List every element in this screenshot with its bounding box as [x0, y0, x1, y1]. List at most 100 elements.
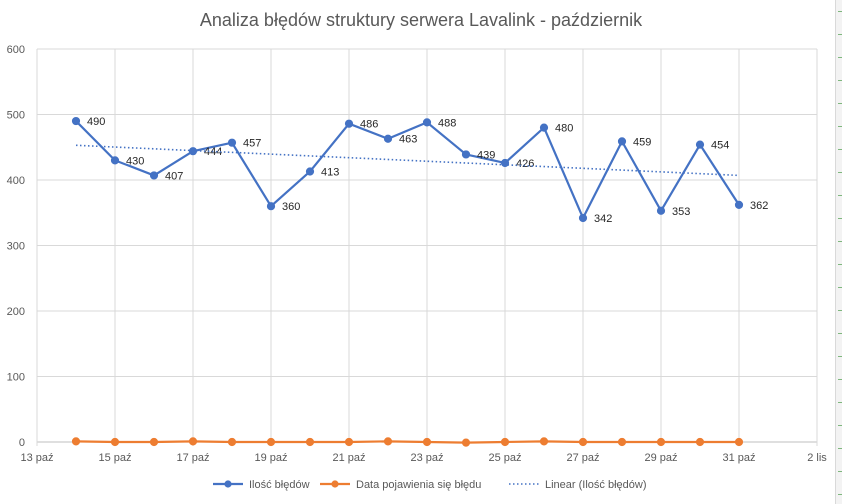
- data-point: [656, 206, 666, 215]
- data-point: [71, 116, 81, 126]
- trendline: [75, 144, 740, 177]
- strip-mark: [838, 402, 842, 403]
- x-tick-label: 21 paź: [332, 452, 365, 464]
- y-tick-label: 100: [7, 372, 25, 384]
- data-point: [305, 167, 315, 176]
- chart-title: Analiza błędów struktury serwera Lavalin…: [199, 10, 643, 30]
- data-label: 430: [126, 155, 144, 167]
- strip-mark: [838, 103, 842, 104]
- data-point: [383, 134, 393, 143]
- y-tick-label: 200: [7, 306, 25, 318]
- strip-mark: [838, 241, 842, 242]
- legend-label: Linear (Ilość błędów): [545, 479, 647, 491]
- strip-mark: [838, 333, 842, 334]
- strip-mark: [838, 379, 842, 380]
- legend-item: Data pojawienia się błędu: [320, 479, 481, 491]
- data-point: [539, 123, 549, 132]
- x-tick-label: 17 paź: [176, 452, 209, 464]
- data-label: 459: [633, 136, 651, 148]
- data-point: [578, 437, 588, 447]
- data-label: 463: [399, 134, 417, 146]
- legend-label: Ilość błędów: [249, 479, 310, 491]
- gridlines: [36, 48, 818, 446]
- strip-mark: [838, 149, 842, 150]
- data-label: 457: [243, 138, 261, 150]
- strip-mark: [838, 448, 842, 449]
- data-label: 426: [516, 158, 534, 170]
- data-point: [266, 202, 276, 211]
- data-point: [500, 158, 510, 168]
- data-point: [149, 437, 159, 447]
- data-point: [578, 213, 588, 223]
- data-point: [500, 437, 510, 447]
- data-label: 362: [750, 200, 768, 212]
- data-point: [227, 437, 237, 447]
- strip-mark: [838, 471, 842, 472]
- legend-marker: [331, 480, 339, 488]
- data-label: 454: [711, 140, 729, 152]
- data-point: [305, 437, 315, 447]
- series-line-0: [75, 120, 740, 220]
- legend-marker: [224, 480, 232, 488]
- x-tick-label: 2 lis: [807, 452, 827, 464]
- strip-mark: [838, 11, 842, 12]
- x-tick-label: 31 paź: [722, 452, 755, 464]
- data-point: [149, 171, 159, 180]
- legend-item: Ilość błędów: [213, 479, 310, 491]
- data-point: [266, 437, 276, 447]
- data-point: [734, 200, 744, 209]
- data-point: [344, 437, 354, 447]
- data-label: 490: [87, 116, 105, 128]
- x-tick-label: 25 paź: [488, 452, 521, 464]
- data-label: 480: [555, 123, 573, 135]
- data-point: [110, 437, 120, 447]
- data-point: [695, 437, 705, 447]
- data-point: [422, 118, 432, 127]
- data-point: [734, 437, 744, 447]
- data-label: 407: [165, 170, 183, 182]
- data-point: [188, 437, 198, 446]
- strip-mark: [838, 172, 842, 173]
- data-point: [422, 437, 432, 447]
- data-label: 353: [672, 206, 690, 218]
- x-tick-label: 23 paź: [410, 452, 443, 464]
- legend-item: Linear (Ilość błędów): [509, 479, 647, 491]
- strip-mark: [838, 425, 842, 426]
- data-label: 486: [360, 119, 378, 131]
- strip-mark: [838, 310, 842, 311]
- series-line-1: [75, 440, 739, 444]
- data-point: [383, 437, 393, 446]
- data-point: [227, 138, 237, 147]
- y-tick-label: 500: [7, 110, 25, 122]
- data-point: [461, 438, 471, 447]
- x-tick-label: 15 paź: [98, 452, 131, 464]
- strip-mark: [838, 494, 842, 495]
- strip-mark: [838, 287, 842, 288]
- data-label: 342: [594, 213, 612, 225]
- strip-mark: [838, 218, 842, 219]
- x-tick-label: 29 paź: [644, 452, 677, 464]
- data-point: [617, 437, 627, 447]
- data-point: [71, 437, 81, 446]
- y-tick-label: 300: [7, 241, 25, 253]
- strip-mark: [838, 34, 842, 35]
- strip-mark: [838, 80, 842, 81]
- y-tick-label: 600: [7, 44, 25, 56]
- y-tick-label: 400: [7, 175, 25, 187]
- data-point: [656, 437, 666, 447]
- data-label: 360: [282, 201, 300, 213]
- data-point: [695, 140, 705, 149]
- x-tick-label: 13 paź: [20, 452, 53, 464]
- data-point: [539, 437, 549, 446]
- strip-mark: [838, 57, 842, 58]
- strip-mark: [838, 264, 842, 265]
- data-label: 439: [477, 149, 495, 161]
- data-label: 488: [438, 117, 456, 129]
- data-point: [110, 156, 120, 165]
- right-scroll-strip: [835, 0, 842, 504]
- data-label: 413: [321, 166, 339, 178]
- legend-label: Data pojawienia się błędu: [356, 479, 481, 491]
- x-tick-label: 27 paź: [566, 452, 599, 464]
